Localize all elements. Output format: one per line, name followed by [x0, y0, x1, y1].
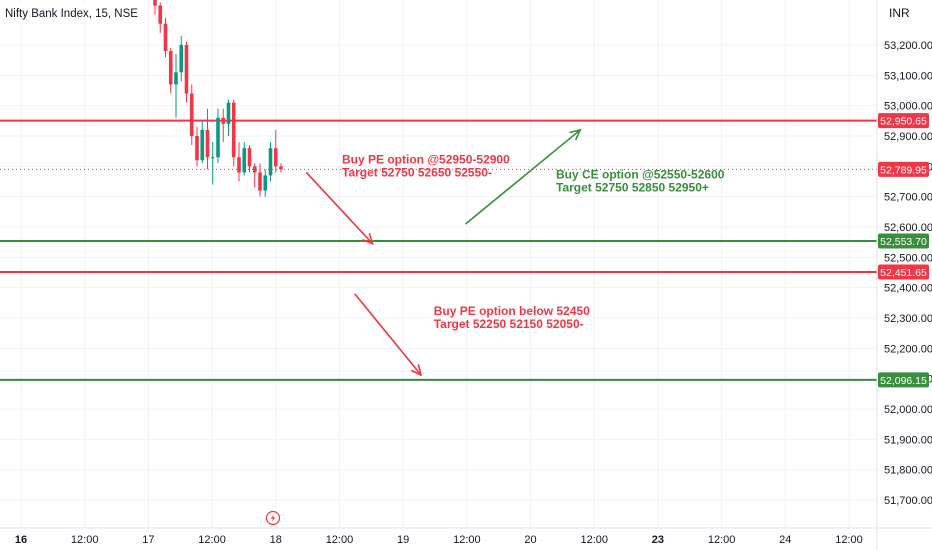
candle-body[interactable] — [231, 102, 236, 158]
y-tick-label: 53,200.00 — [884, 40, 932, 52]
x-tick-label: 12:00 — [71, 534, 99, 546]
candle-body[interactable] — [226, 102, 231, 124]
x-tick-label: 12:00 — [580, 534, 608, 546]
candle-body[interactable] — [168, 51, 173, 85]
x-tick-label: 18 — [270, 534, 282, 546]
x-tick-label: 17 — [142, 534, 154, 546]
arrow-head — [569, 128, 582, 141]
price-line-label: 52,451.65 — [880, 267, 927, 279]
y-tick-label: 51,900.00 — [884, 434, 932, 446]
lightning-icon[interactable] — [265, 510, 281, 526]
price-line-label-bg — [878, 233, 929, 249]
x-tick-label: 12:00 — [198, 534, 226, 546]
candle-body[interactable] — [247, 148, 252, 167]
arrow-line[interactable] — [465, 129, 581, 225]
annotation-text[interactable]: Target 52750 52850 52950+ — [556, 180, 709, 194]
x-tick-label: 24 — [779, 534, 791, 546]
horizontal-lines[interactable] — [0, 119, 877, 381]
price-line-label: 52,553.70 — [880, 236, 927, 248]
candle-body[interactable] — [163, 23, 168, 52]
symbol-title[interactable]: Nifty Bank Index, 15, NSE — [5, 8, 138, 20]
x-axis-ticks: 16 12:00 17 12:00 18 12:00 19 12:00 20 12:00 23 12:… — [15, 534, 863, 546]
annotation-text[interactable]: Buy PE option below 52450 — [434, 304, 590, 318]
annotation-text[interactable]: Buy PE option @52950-52900 — [342, 152, 510, 166]
x-tick-label: 12:00 — [708, 534, 736, 546]
candlesticks[interactable] — [153, 0, 283, 197]
candle-body[interactable] — [237, 157, 241, 173]
candle-body[interactable] — [189, 93, 194, 136]
candle-body[interactable] — [184, 45, 189, 94]
y-tick-label: 52,000.00 — [884, 404, 932, 416]
price-line-label-bg — [878, 372, 929, 388]
arrow-head — [410, 364, 423, 377]
x-tick-label: 20 — [524, 534, 536, 546]
annotation-text[interactable]: Target 52250 52150 52050- — [434, 317, 584, 331]
candle-body[interactable] — [268, 148, 273, 176]
y-tick-label: 52,900.00 — [884, 131, 932, 143]
price-line-label-bg — [878, 113, 929, 129]
y-tick-label: 53,000.00 — [884, 101, 932, 113]
x-tick-label: 12:00 — [326, 534, 354, 546]
price-line-label-bg — [878, 161, 929, 177]
arrow-head — [362, 232, 374, 246]
candle-body[interactable] — [263, 175, 268, 191]
arrow-line[interactable] — [305, 171, 374, 245]
y-tick-label: 52,200.00 — [884, 343, 932, 355]
candle-body[interactable] — [174, 72, 178, 85]
x-tick-label: 12:00 — [453, 534, 481, 546]
price-line-label: 52,789.95 — [880, 164, 927, 176]
price-line-label: 52,950.65 — [880, 116, 927, 128]
candle-body[interactable] — [258, 172, 262, 191]
candle-body[interactable] — [279, 166, 283, 170]
x-tick-label: 23 — [652, 534, 664, 546]
price-line-label-bg — [878, 264, 929, 280]
y-tick-label: 52,500.00 — [884, 252, 932, 264]
candle-body[interactable] — [242, 148, 247, 173]
chart-grid — [0, 0, 877, 528]
header-bg — [0, 3, 110, 23]
time-axis[interactable] — [0, 528, 932, 550]
y-tick-label: 51,800.00 — [884, 465, 932, 477]
candle-body[interactable] — [210, 157, 215, 159]
y-tick-label: 53,100.00 — [884, 70, 932, 82]
y-tick-label: 51,700.00 — [884, 495, 932, 507]
candle-body[interactable] — [153, 0, 157, 6]
trend-arrows[interactable] — [305, 128, 582, 377]
x-tick-label: 12:00 — [835, 534, 863, 546]
candle-body[interactable] — [216, 117, 220, 158]
x-tick-label: 19 — [397, 534, 409, 546]
currency-label[interactable]: INR — [889, 6, 910, 20]
candle-body[interactable] — [195, 136, 199, 161]
candle-body[interactable] — [200, 129, 205, 161]
x-tick-label: 16 — [15, 534, 27, 546]
price-line-label: 52,096.15 — [880, 375, 927, 387]
y-tick-label: 52,400.00 — [884, 283, 932, 295]
annotation-text[interactable]: Target 52750 52650 52550- — [342, 165, 492, 179]
y-tick-label: 52,700.00 — [884, 192, 932, 204]
candle-body[interactable] — [273, 148, 278, 167]
annotation-text[interactable]: Buy CE option @52550-52600 — [556, 167, 725, 181]
arrow-line[interactable] — [354, 293, 422, 376]
candle-body[interactable] — [205, 129, 210, 158]
y-tick-label: 52,300.00 — [884, 313, 932, 325]
candle-body[interactable] — [252, 166, 257, 173]
candle-body[interactable] — [221, 117, 226, 124]
price-line-labels: 52,950.65 52,789.95 52,553.70 52,451.65 52,0… — [878, 113, 929, 388]
candle-body[interactable] — [179, 45, 184, 73]
y-tick-label: 52,600.00 — [884, 222, 932, 234]
candle-body[interactable] — [158, 5, 163, 24]
